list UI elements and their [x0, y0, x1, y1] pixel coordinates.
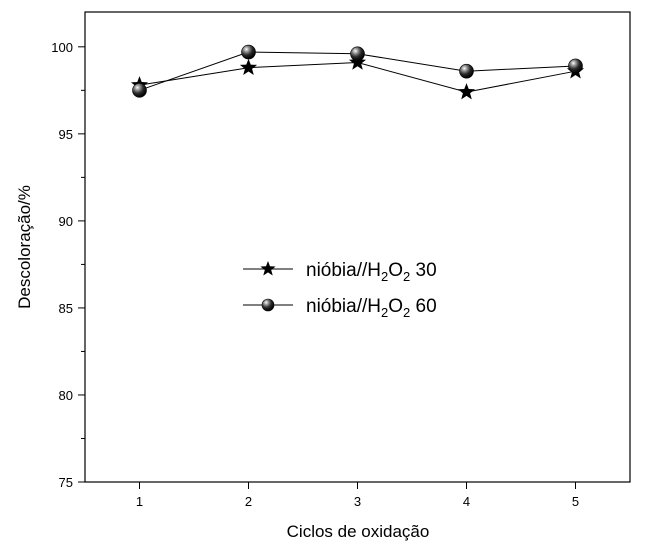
legend-label-series-1-part-1: nióbia//H [306, 260, 381, 281]
x-axis-title: Ciclos de oxidação [287, 522, 430, 541]
x-tick-label: 2 [245, 494, 252, 509]
star-marker [260, 261, 276, 276]
x-axis-ticks: 1 2 3 4 5 [136, 482, 579, 509]
legend-label-series-2-part-2: 2 [381, 305, 388, 320]
legend: nióbia//H2O2 30 nióbia//H2O2 60 [243, 260, 437, 320]
legend-label-series-1-part-4: 2 [403, 269, 410, 284]
sphere-marker [459, 63, 474, 79]
legend-label-series-1-part-3: O [388, 260, 403, 281]
sphere-marker [132, 83, 147, 98]
star-marker [457, 83, 476, 100]
legend-star-marker [260, 261, 276, 276]
y-tick-label: 85 [59, 301, 73, 316]
legend-label-series-1-part-2: 2 [381, 269, 388, 284]
plot-frame [84, 11, 631, 483]
legend-label-series-2: nióbia//H2O2 60 [306, 296, 437, 320]
legend-label-series-1: nióbia//H2O2 30 [306, 260, 437, 284]
star-marker [239, 58, 258, 75]
sphere-marker [241, 44, 256, 60]
sphere-marker [261, 298, 275, 312]
legend-sphere-marker [261, 298, 275, 312]
x-tick-label: 4 [463, 494, 470, 509]
y-tick-label: 90 [59, 214, 73, 229]
x-tick-label: 5 [572, 494, 579, 509]
sphere-marker [350, 46, 365, 62]
y-axis-ticks: 75 80 85 90 95 100 [51, 40, 85, 490]
y-tick-label: 100 [51, 40, 73, 55]
sphere-marker [568, 58, 583, 74]
legend-label-series-2-part-3: O [388, 296, 403, 317]
legend-label-series-2-part-1: nióbia//H [306, 296, 381, 317]
y-tick-label: 75 [59, 475, 73, 490]
y-axis-title: Descoloração/% [15, 185, 34, 309]
legend-label-series-2-part-5: 60 [410, 296, 436, 317]
star-marker [348, 53, 367, 70]
x-tick-label: 1 [136, 494, 143, 509]
y-tick-label: 95 [59, 127, 73, 142]
x-tick-label: 3 [354, 494, 361, 509]
series-layer [130, 44, 585, 100]
y-tick-label: 80 [59, 388, 73, 403]
legend-label-series-1-part-5: 30 [410, 260, 436, 281]
legend-label-series-2-part-4: 2 [403, 305, 410, 320]
